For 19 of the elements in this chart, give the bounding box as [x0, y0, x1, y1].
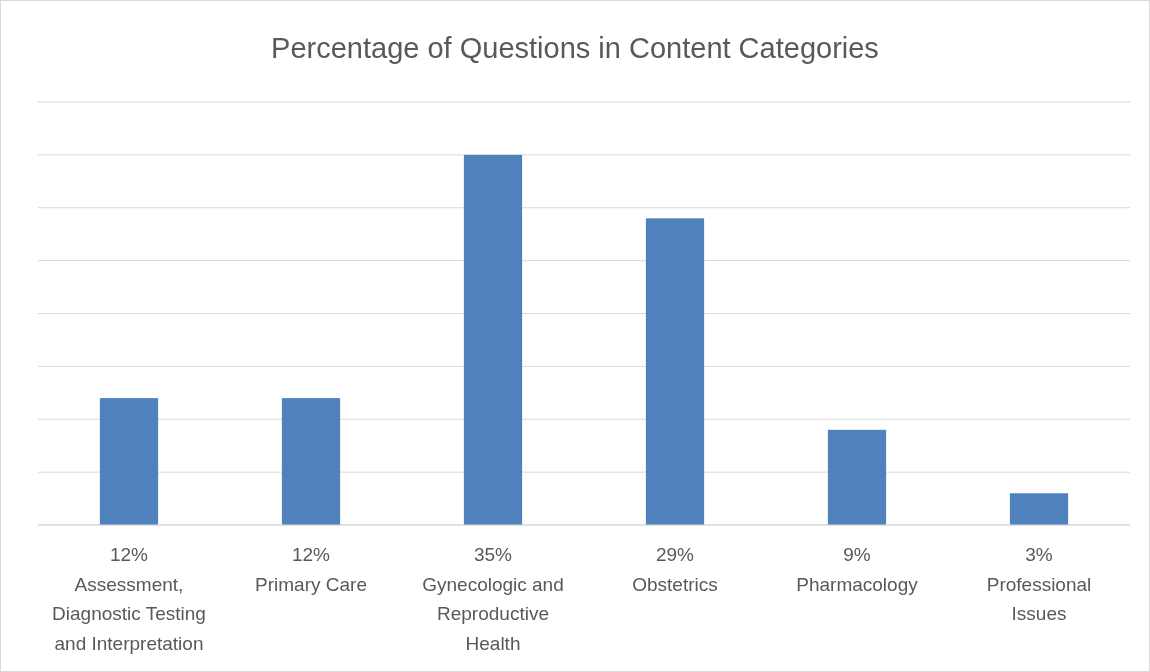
- bar: [1009, 493, 1069, 525]
- chart-title: Percentage of Questions in Content Categories: [271, 32, 879, 64]
- data-label: 35%: [473, 544, 513, 565]
- x-tick-label: Obstetrics: [632, 573, 718, 595]
- x-tick-label: Assessment, Diagnostic Testing and Interpretation: [52, 573, 206, 654]
- bar: [645, 218, 705, 525]
- data-label: 29%: [655, 544, 695, 565]
- bar: [463, 154, 523, 525]
- data-label: 12%: [109, 544, 149, 565]
- x-tick-label: Primary Care: [255, 573, 367, 595]
- x-tick-label: Gynecologic and Reproductive Health: [422, 573, 564, 654]
- x-tick-label: Professional Issues: [986, 573, 1092, 624]
- bar: [99, 398, 159, 525]
- bar: [827, 429, 887, 525]
- x-tick-label: Pharmacology: [796, 573, 919, 595]
- bar: [281, 398, 341, 525]
- data-label: 3%: [1025, 544, 1053, 565]
- data-label: 12%: [291, 544, 331, 565]
- data-label: 9%: [843, 544, 871, 565]
